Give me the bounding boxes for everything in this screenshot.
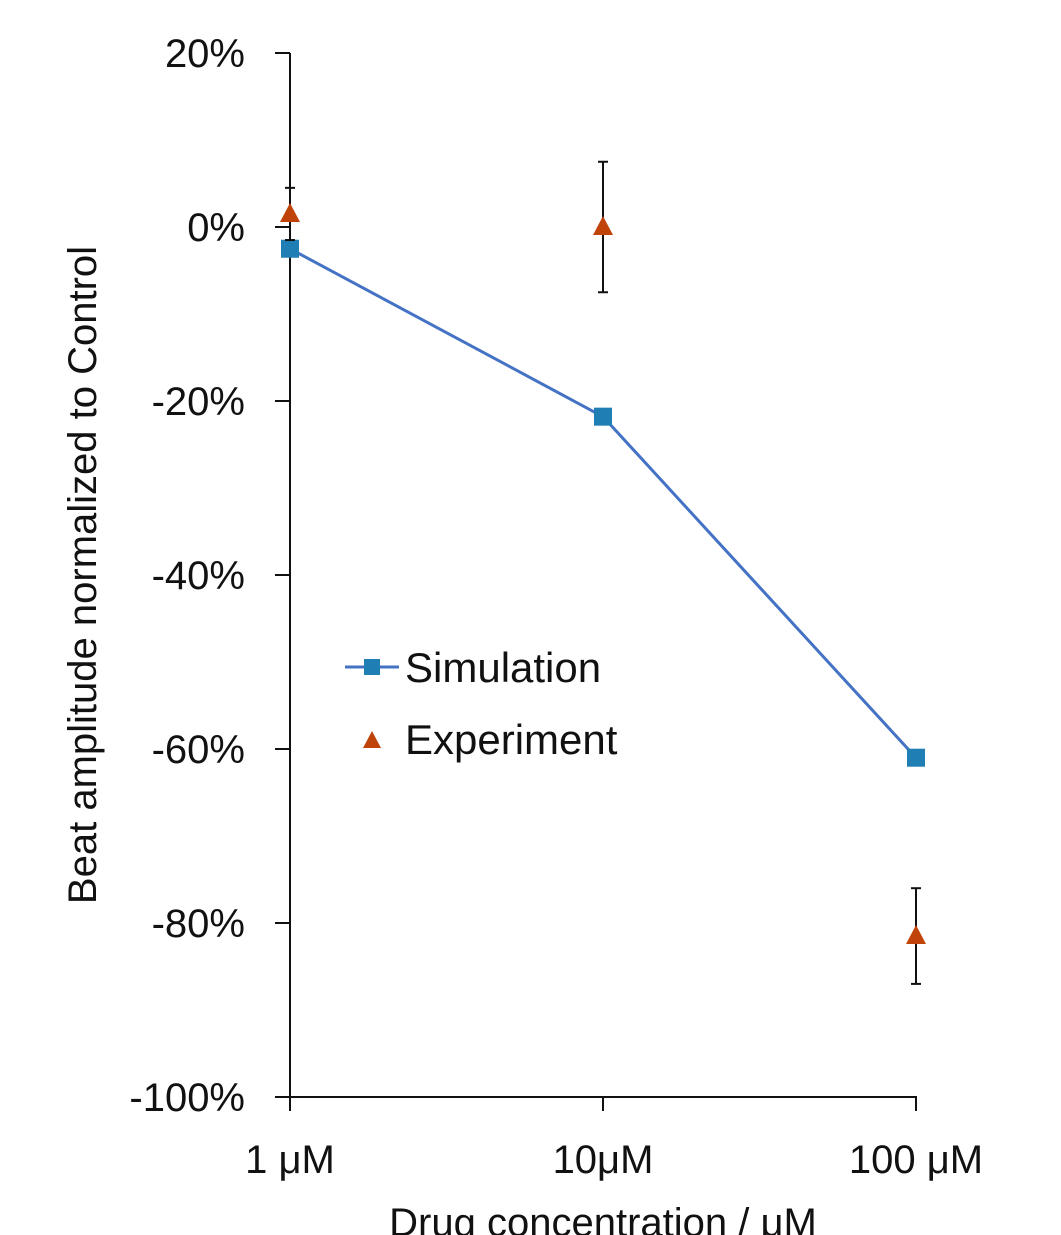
y-axis-title: Beat amplitude normalized to Control xyxy=(61,246,105,904)
legend-simulation-label: Simulation xyxy=(405,644,601,691)
experiment-point xyxy=(593,216,613,235)
x-axis-ticks: 1 μM 10μM 100 μM xyxy=(245,1097,983,1182)
y-axis-ticks: 20% 0% -20% -40% -60% -80% -100% xyxy=(129,32,290,1120)
x-tick-label: 1 μM xyxy=(245,1138,335,1182)
simulation-point xyxy=(594,407,612,426)
legend: Simulation Experiment xyxy=(345,644,618,763)
y-tick-label: -80% xyxy=(152,902,245,946)
x-tick-label: 10μM xyxy=(553,1138,654,1182)
simulation-point xyxy=(281,239,299,258)
simulation-series-line xyxy=(289,247,918,759)
plot-area xyxy=(280,160,926,985)
y-tick-label: -20% xyxy=(152,380,245,424)
y-tick-label: 0% xyxy=(187,206,245,250)
experiment-point xyxy=(906,925,926,945)
x-tick-label: 100 μM xyxy=(849,1138,983,1182)
experiment-point xyxy=(280,202,300,222)
legend-experiment-label: Experiment xyxy=(405,716,618,763)
y-tick-label: 20% xyxy=(165,32,245,76)
y-tick-label: -100% xyxy=(129,1076,245,1120)
legend-experiment-marker xyxy=(363,731,381,748)
legend-simulation-marker xyxy=(364,659,380,675)
legend-item-experiment: Experiment xyxy=(363,716,618,763)
y-tick-label: -40% xyxy=(152,554,245,598)
x-axis-title: Drug concentration / μM xyxy=(389,1201,817,1235)
legend-item-simulation: Simulation xyxy=(345,644,601,691)
y-tick-label: -60% xyxy=(152,728,245,772)
simulation-point xyxy=(907,748,925,767)
